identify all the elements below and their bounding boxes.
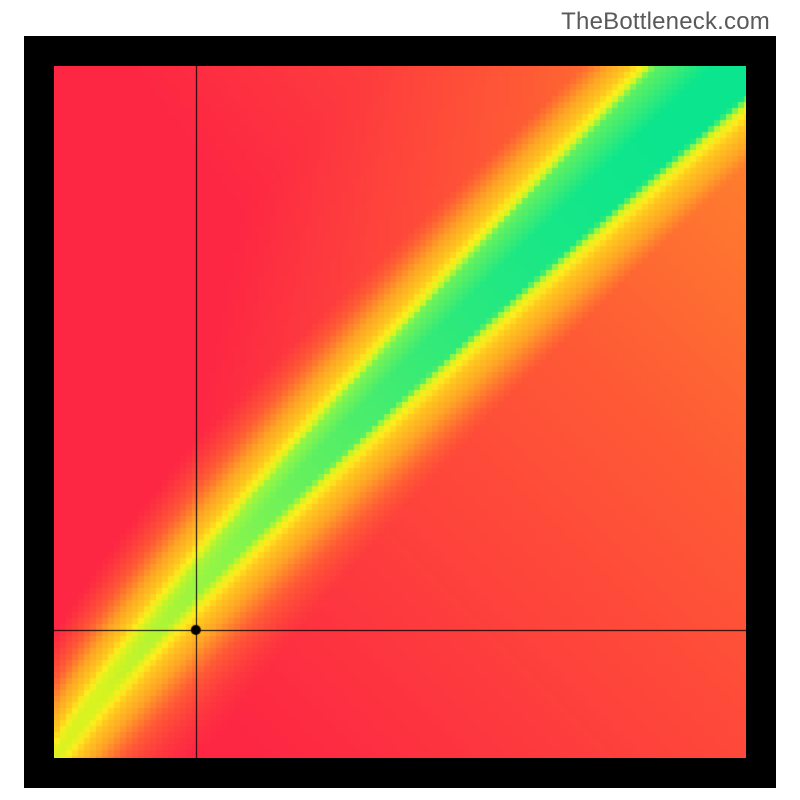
watermark-text: TheBottleneck.com [561,8,770,36]
overlay-canvas [54,66,746,758]
chart-container: TheBottleneck.com [0,0,800,800]
plot-frame [24,36,776,788]
